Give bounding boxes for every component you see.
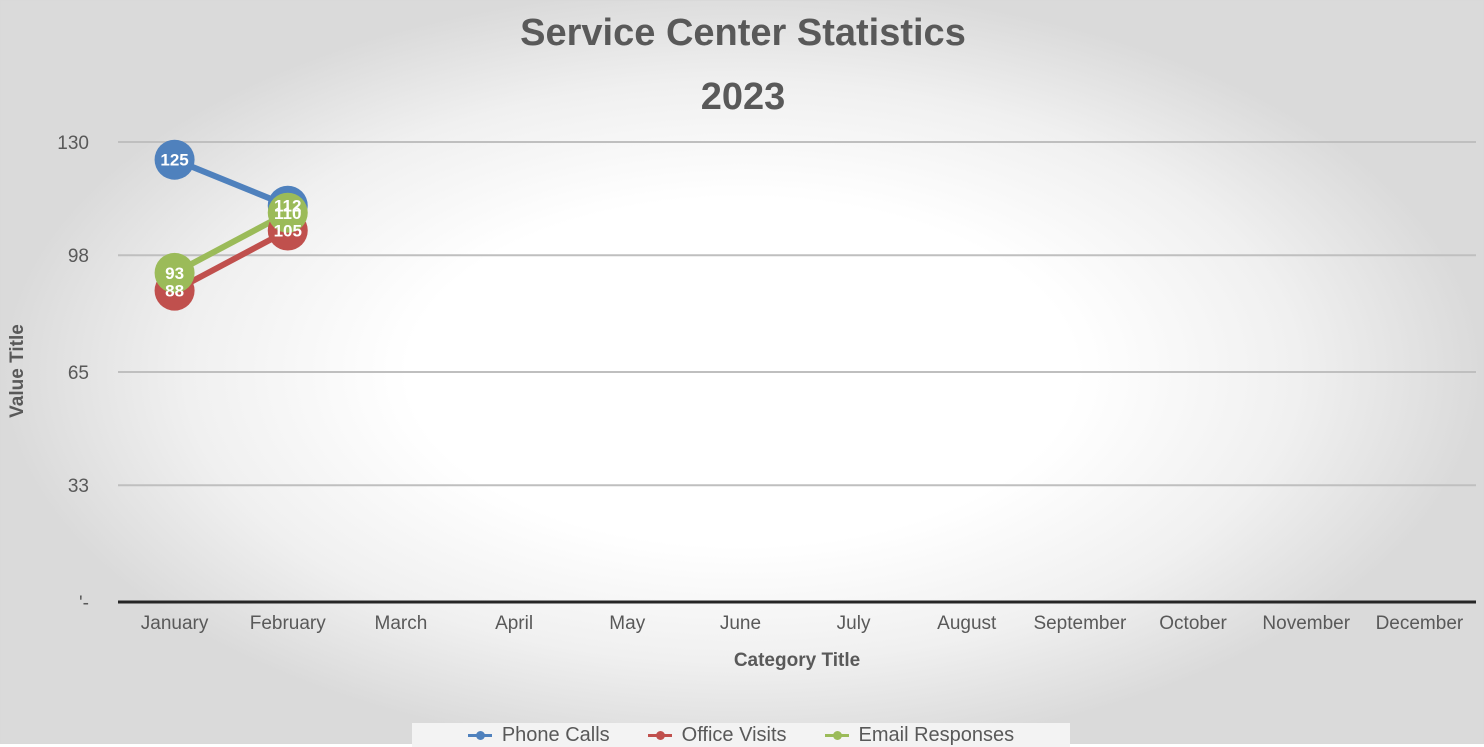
series-line-0 xyxy=(173,156,289,209)
x-tick-label: December xyxy=(1376,613,1464,634)
x-tick-label: July xyxy=(837,613,871,634)
x-tick-label: September xyxy=(1033,613,1127,634)
x-tick-label: October xyxy=(1159,613,1227,634)
x-tick-label: February xyxy=(250,613,327,634)
legend-item: Email Responses xyxy=(824,723,1015,747)
data-point xyxy=(154,139,195,180)
y-tick-label: 65 xyxy=(68,363,89,384)
data-label: 105 xyxy=(274,221,302,240)
x-tick-label: August xyxy=(937,613,997,634)
data-label: 110 xyxy=(274,204,301,223)
series-line-1 xyxy=(173,227,290,294)
data-label: 88 xyxy=(165,282,184,301)
x-tick-label: November xyxy=(1262,613,1350,634)
legend-label: Office Visits xyxy=(681,723,787,746)
legend-marker xyxy=(647,730,672,740)
legend-item: Office Visits xyxy=(647,723,787,747)
y-tick-label: 33 xyxy=(68,476,89,497)
legend-marker xyxy=(467,730,492,740)
data-label: 112 xyxy=(274,197,301,216)
x-tick-label: March xyxy=(375,613,428,634)
series-line-2 xyxy=(173,210,290,276)
y-tick-label: 130 xyxy=(57,133,89,154)
x-axis-title: Category Title xyxy=(734,650,860,671)
data-label: 93 xyxy=(165,264,184,283)
chart-title: Service Center Statistics xyxy=(520,12,966,54)
legend-label: Email Responses xyxy=(858,723,1015,746)
data-point xyxy=(154,252,195,293)
y-tick-label: 98 xyxy=(68,246,89,267)
legend-marker xyxy=(824,730,849,740)
x-tick-label: January xyxy=(141,613,209,634)
y-tick-label: '- xyxy=(79,593,89,614)
chart-subtitle: 2023 xyxy=(700,76,786,118)
data-point xyxy=(267,192,308,233)
data-label: 125 xyxy=(160,151,188,170)
y-axis-title: Value Title xyxy=(7,324,28,418)
legend: Phone Calls Office Visits Email Responses xyxy=(412,723,1070,747)
x-tick-label: May xyxy=(609,613,645,634)
x-tick-label: April xyxy=(495,613,533,634)
x-tick-label: June xyxy=(720,613,761,634)
legend-item: Phone Calls xyxy=(467,723,610,747)
legend-label: Phone Calls xyxy=(501,723,610,746)
